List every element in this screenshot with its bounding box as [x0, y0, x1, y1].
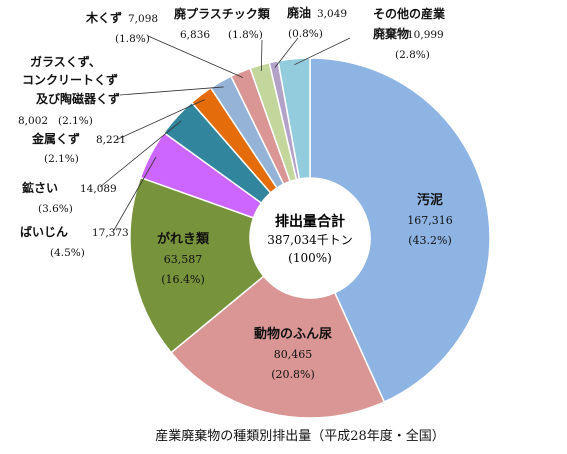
slice-value-label: 14,089	[80, 183, 117, 195]
slice-value-label: 8,221	[96, 134, 126, 146]
slice-value-label: 63,587	[164, 253, 203, 266]
slice-value-label: 7,098	[128, 13, 158, 25]
slice-percent-label: (2.1%)	[44, 153, 79, 165]
leader-line	[115, 99, 205, 141]
leader-line	[294, 37, 351, 66]
slice-name-label: その他の産業	[373, 6, 446, 21]
center-total-label: 排出量合計	[275, 213, 345, 230]
slice-name-label: 及び陶磁器くず	[36, 91, 120, 106]
slice-value-label: 167,316	[407, 214, 453, 227]
slice-name-label: 廃油	[287, 5, 311, 20]
slice-percent-label: (3.6%)	[38, 203, 73, 215]
slice-percent-label: (20.8%)	[271, 368, 315, 381]
slice-name-label: がれき類	[157, 231, 210, 247]
slice-percent-label: (1.8%)	[228, 29, 263, 41]
pie-slices	[129, 57, 491, 419]
leader-line	[119, 86, 224, 96]
slice-value-label: 80,465	[274, 348, 313, 361]
slice-name-label: コンクリートくず	[22, 72, 118, 87]
chart-title: 産業廃棄物の種類別排出量（平成28年度・全国）	[155, 428, 445, 444]
leader-lines	[99, 35, 351, 231]
slice-name-label: ばいじん	[20, 224, 68, 239]
slice-value-label: 3,049	[317, 8, 347, 20]
slice-value-label: 8,002	[18, 115, 48, 127]
slice-name-label: 木くず	[85, 10, 122, 25]
donut-hole	[250, 178, 370, 298]
leader-line	[274, 37, 299, 68]
slice-percent-label: (2.8%)	[395, 49, 430, 61]
slice-name-label: 廃プラスチック類	[174, 6, 271, 21]
slice-value-label: 6,836	[180, 29, 210, 41]
slice-value-label: 17,373	[92, 227, 129, 239]
slice-labels: 汚泥 167,316 (43.2%) 動物のふん尿 80,465 (20.8%) がれき類 6…	[18, 5, 453, 381]
slice-name-label: 動物のふん尿	[254, 326, 332, 342]
slice-percent-label: (16.4%)	[161, 273, 205, 286]
leader-line	[113, 156, 157, 231]
slice-name-label: 鉱さい	[22, 180, 58, 195]
slice-percent-label: (1.8%)	[115, 33, 150, 45]
slice-name-label: 金属くず	[31, 131, 80, 146]
leader-line	[260, 39, 263, 71]
slice-percent-label: (2.1%)	[58, 115, 93, 127]
slice-value-label: 10,999	[407, 29, 444, 41]
center-total-percent: (100%)	[288, 251, 332, 265]
slice-name-label: 汚泥	[417, 192, 443, 208]
slice-name-label: ガラスくず、	[30, 54, 101, 69]
slice-percent-label: (43.2%)	[408, 234, 452, 247]
slice-name-label: 廃棄物	[373, 26, 409, 41]
leader-line	[147, 35, 243, 78]
center-total-value: 387,034千トン	[267, 233, 353, 247]
leader-line	[99, 120, 182, 188]
slice-percent-label: (4.5%)	[50, 247, 85, 259]
slice-percent-label: (0.8%)	[288, 28, 323, 40]
